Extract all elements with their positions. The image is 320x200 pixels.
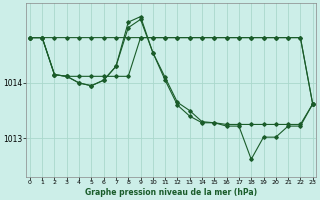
X-axis label: Graphe pression niveau de la mer (hPa): Graphe pression niveau de la mer (hPa) bbox=[85, 188, 257, 197]
